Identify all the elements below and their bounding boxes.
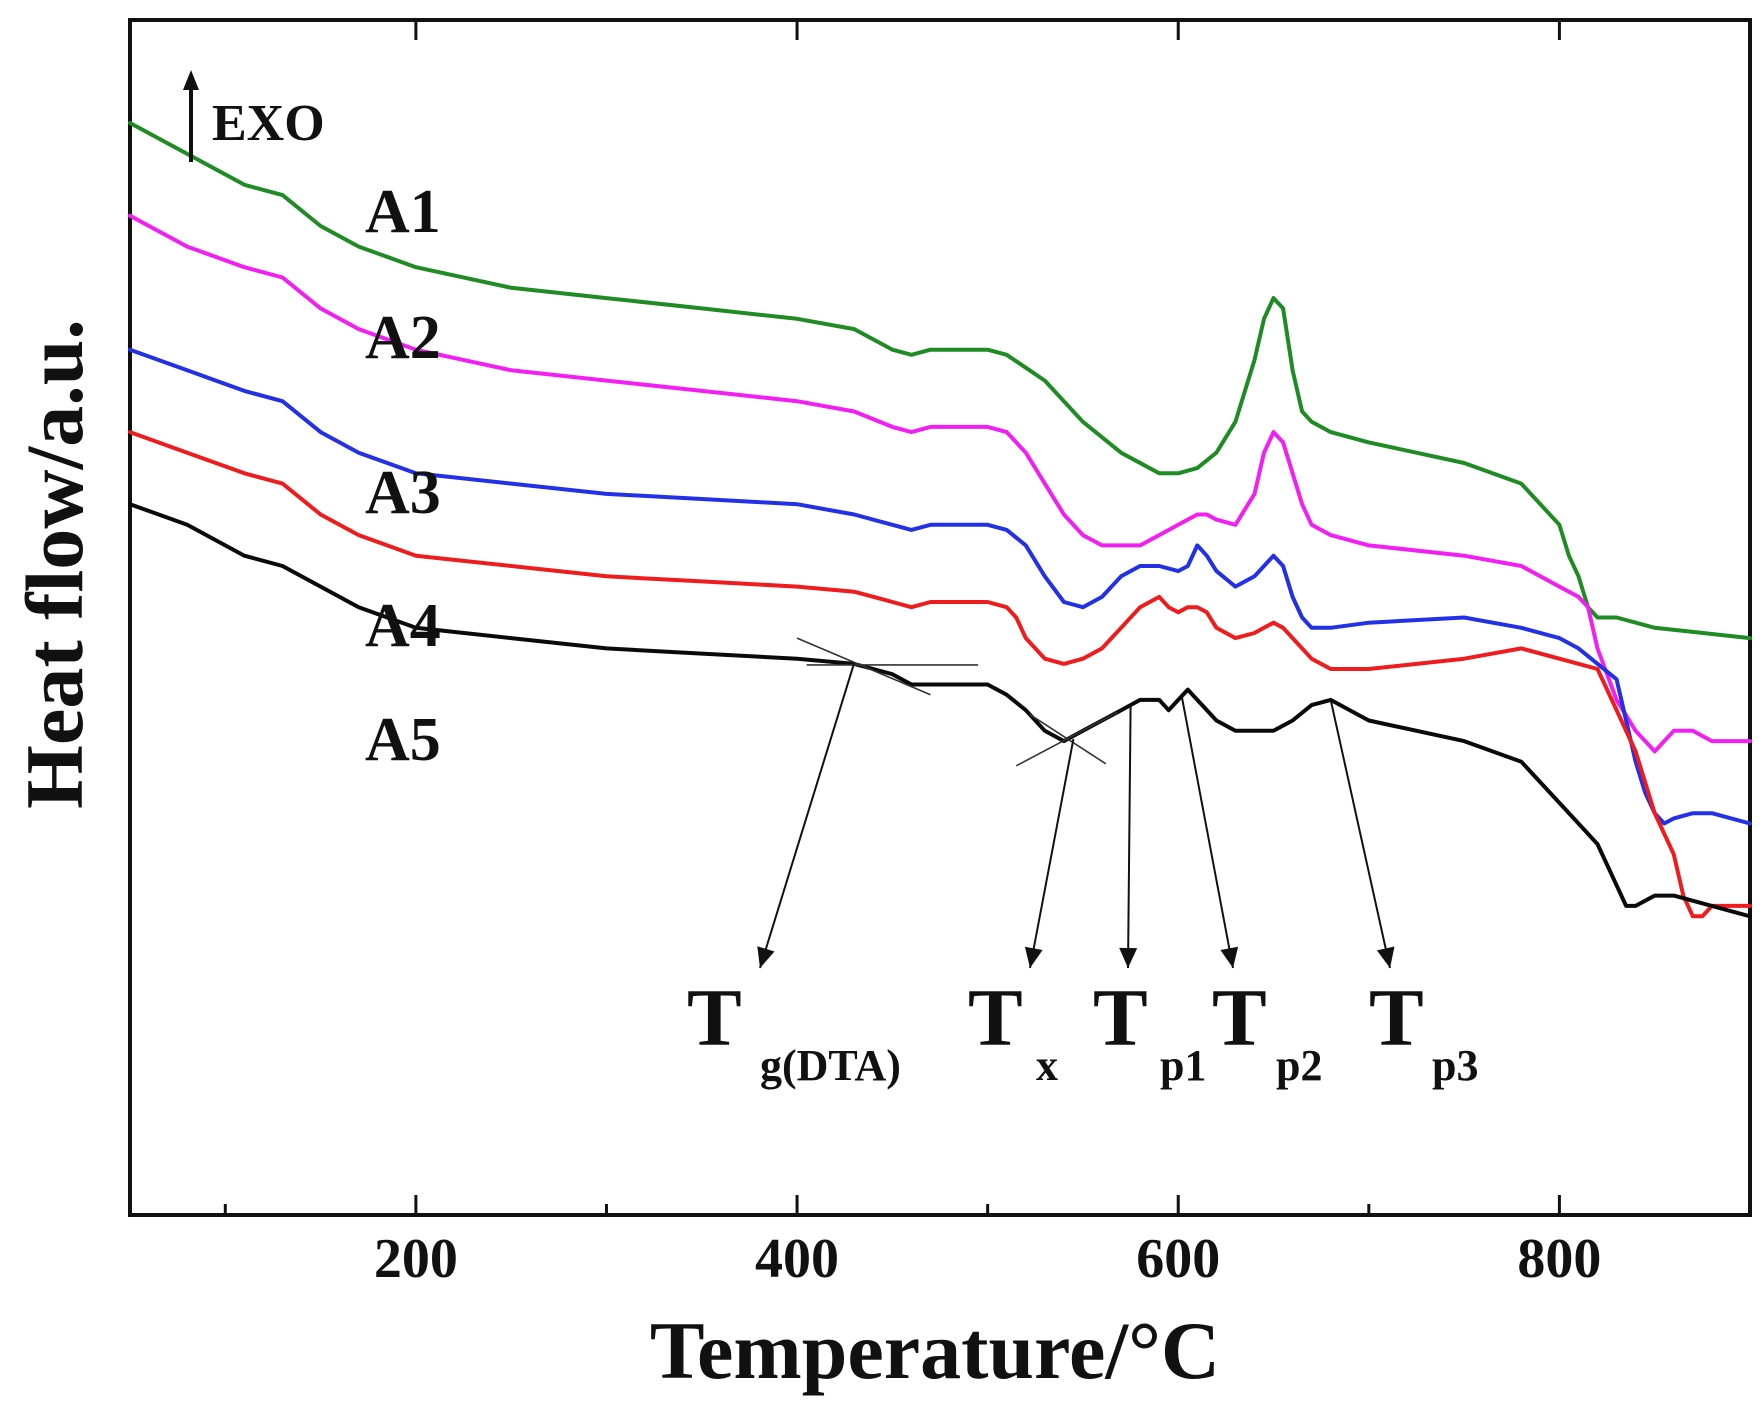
x-tick-label: 800 (1517, 1228, 1601, 1290)
annotation-sub-tp2: p2 (1276, 1041, 1322, 1090)
tx-tangent-line-2 (1029, 713, 1107, 765)
series-line-a2 (128, 213, 1752, 754)
series-label-a5: A5 (365, 706, 441, 774)
annotation-label-tx: T (968, 972, 1023, 1063)
annotation-arrowhead-icon (1024, 946, 1043, 968)
annotation-sub-tx: x (1036, 1041, 1058, 1090)
plot-frame (128, 18, 1752, 1217)
annotation-sub-tp1: p1 (1160, 1041, 1206, 1090)
annotation-arrowhead-icon (1220, 946, 1239, 968)
annotation-sub-tg: g(DTA) (760, 1041, 901, 1090)
series-line-a4 (128, 430, 1752, 919)
annotation-arrowhead-icon (1119, 947, 1138, 968)
series-line-a5 (128, 502, 1752, 919)
annotation-label-tp2: T (1212, 972, 1267, 1063)
annotation-arrow-tx (1029, 738, 1075, 969)
x-tick-label: 400 (755, 1228, 839, 1290)
series-label-a3: A3 (365, 459, 441, 527)
x-tick-label: 600 (1136, 1228, 1220, 1290)
series-line-a3 (128, 347, 1752, 826)
annotation-label-tp1: T (1093, 972, 1148, 1063)
x-tick-label: 200 (374, 1228, 458, 1290)
y-axis-title: Heat flow/a.u. (9, 319, 100, 809)
annotation-arrow-tg (759, 662, 856, 969)
series-label-a1: A1 (365, 178, 441, 246)
x-axis-title: Temperature/°C (650, 1305, 1220, 1396)
exo-indicator: EXO (183, 70, 325, 162)
annotation-arrowhead-icon (1376, 946, 1395, 968)
annotation-arrow-tp2 (1181, 697, 1234, 969)
tg-tangent-line-1 (796, 637, 931, 696)
exo-arrowhead-icon (183, 70, 199, 90)
annotation-arrowhead-icon (757, 946, 775, 968)
annotation-label-tp3: T (1369, 972, 1424, 1063)
annotation-sub-tp3: p3 (1432, 1041, 1478, 1090)
annotation-arrow-tp1 (1127, 706, 1132, 969)
series-line-a1 (128, 121, 1752, 641)
series-label-a4: A4 (365, 592, 441, 660)
annotation-label-tg: T (687, 972, 742, 1063)
series-label-a2: A2 (365, 304, 441, 372)
annotation-arrow-tp3 (1329, 699, 1391, 969)
exo-label: EXO (212, 95, 325, 152)
